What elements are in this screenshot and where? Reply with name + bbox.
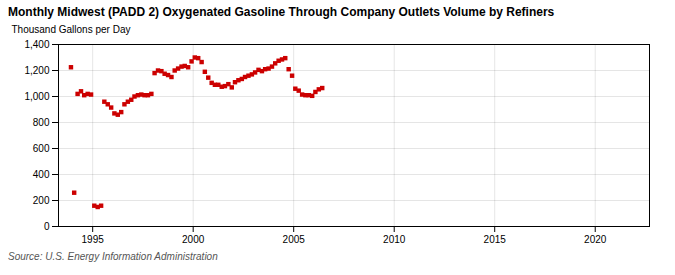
html-text:Source: U.S. Energy Informatio: Source: U.S. Energy Information Administ…	[8, 251, 218, 262]
svg-text:1995: 1995	[82, 234, 105, 245]
svg-text:1,400: 1,400	[24, 39, 49, 50]
svg-text:2005: 2005	[283, 234, 306, 245]
svg-text:2000: 2000	[182, 234, 205, 245]
svg-text:2020: 2020	[584, 234, 607, 245]
svg-text:2015: 2015	[484, 234, 507, 245]
svg-text:200: 200	[33, 195, 50, 206]
svg-text:400: 400	[33, 169, 50, 180]
svg-text:1,200: 1,200	[24, 65, 49, 76]
svg-text:2010: 2010	[383, 234, 406, 245]
svg-text:0: 0	[44, 221, 50, 232]
svg-text:1,000: 1,000	[24, 91, 49, 102]
svg-text:800: 800	[33, 117, 50, 128]
html-text:Monthly Midwest (PADD 2) Oxyge: Monthly Midwest (PADD 2) Oxygenated Gaso…	[8, 5, 555, 19]
svg-text:600: 600	[33, 143, 50, 154]
svg-text:Thousand Gallons per Day: Thousand Gallons per Day	[12, 24, 131, 35]
